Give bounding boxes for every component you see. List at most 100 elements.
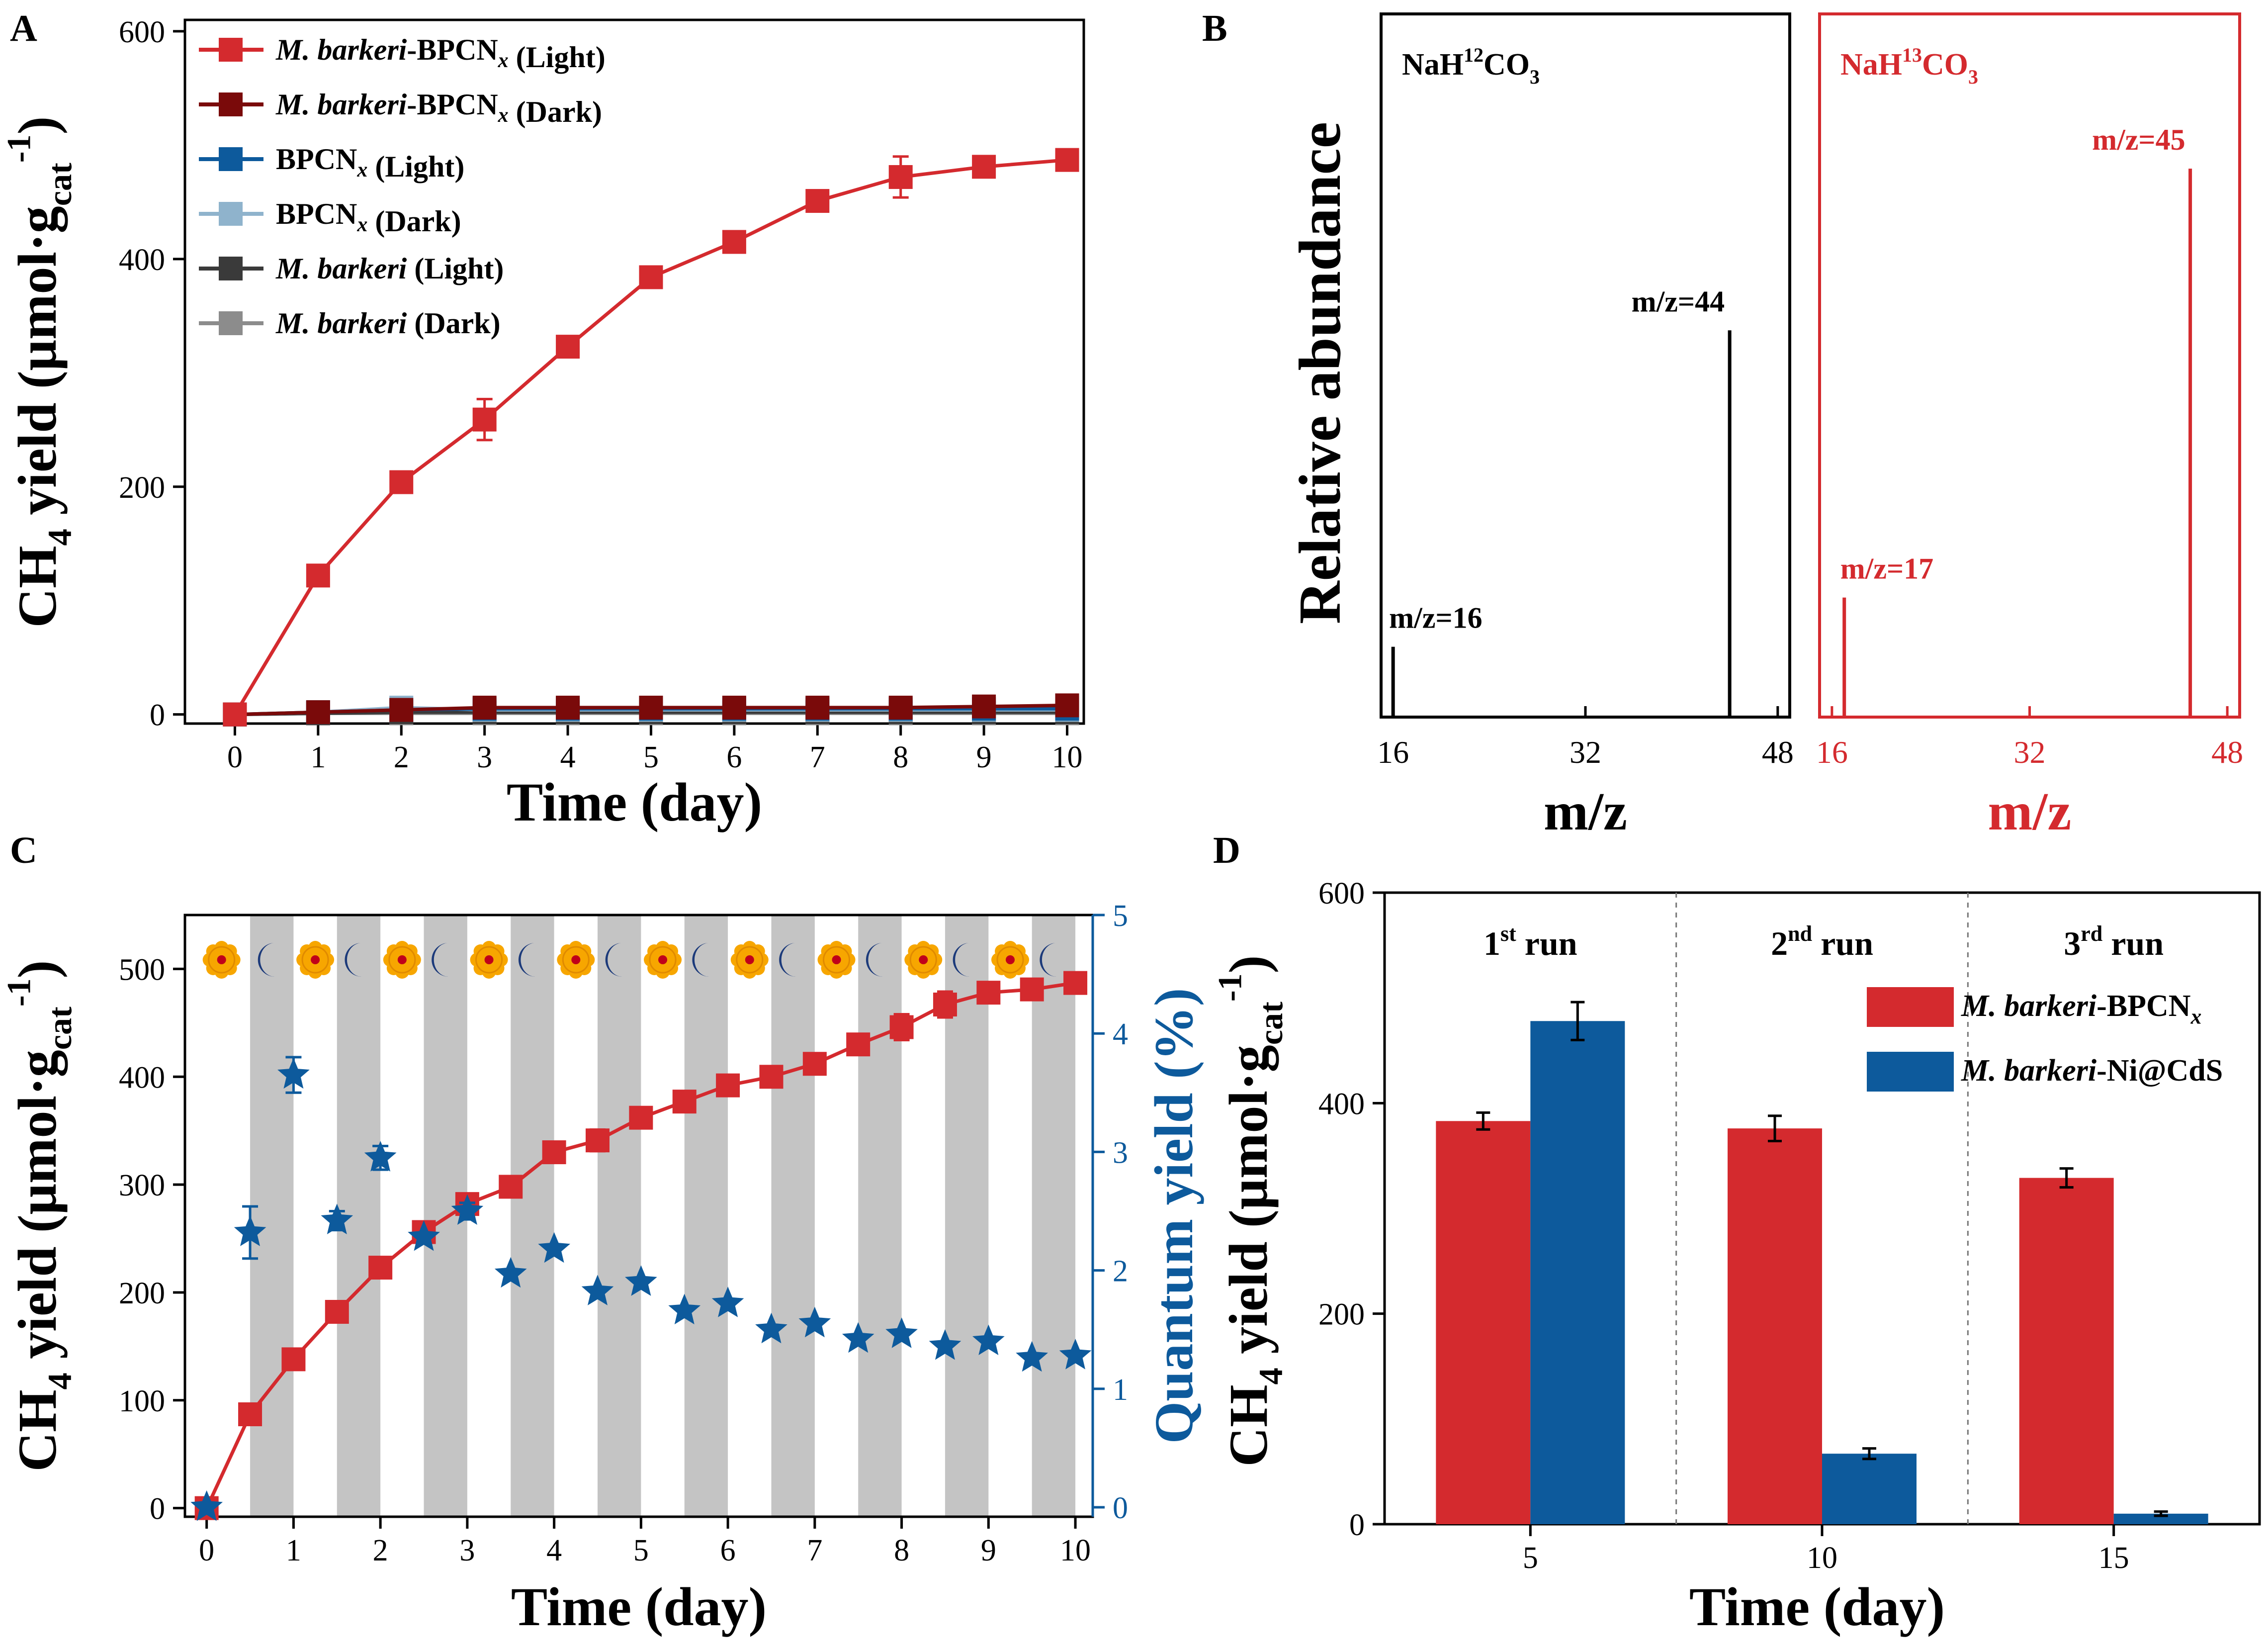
x-tick-label: 1	[286, 1534, 301, 1567]
panel-label-b: B	[1202, 7, 1227, 49]
y-tick-label: 0	[150, 1492, 165, 1526]
x-tick-label: 7	[810, 740, 825, 774]
x-tick-label: 7	[807, 1534, 822, 1567]
x-tick-label: 8	[893, 740, 908, 774]
ylabel-sub: cat	[41, 1007, 79, 1050]
x-tick-label: 10	[1807, 1541, 1837, 1575]
y-tick-label: 500	[119, 953, 165, 987]
legend-text-part: -BPCN	[2096, 989, 2190, 1023]
x-tick-label: 2	[394, 740, 409, 774]
title-part: NaH	[1840, 48, 1902, 82]
bar	[1530, 1021, 1625, 1524]
ch4-point	[759, 1065, 784, 1089]
legend-text-part: M. barkeri	[275, 252, 407, 285]
y2-axis-title: Quantum yield (%)	[1143, 988, 1204, 1444]
legend-text-part: x	[498, 49, 509, 72]
y-tick-label: 0	[1349, 1508, 1365, 1542]
x-axis-title: m/z	[1988, 782, 2072, 841]
data-point	[306, 700, 330, 725]
legend-text-part: -Ni@CdS	[2096, 1054, 2223, 1088]
peak-label: m/z=17	[1840, 552, 1933, 585]
qy-star	[190, 1490, 223, 1521]
ch4-point	[672, 1090, 697, 1114]
run-label-part: run	[1516, 924, 1577, 962]
qy-star	[885, 1317, 918, 1348]
panel-label-d: D	[1213, 829, 1240, 871]
y-tick-label: 400	[1318, 1087, 1365, 1121]
x-tick-label: 3	[477, 740, 492, 774]
ch4-point	[1063, 971, 1088, 995]
qy-star	[798, 1306, 831, 1338]
night-band	[771, 915, 815, 1517]
title-part: NaH	[1402, 48, 1464, 82]
qy-star	[364, 1141, 397, 1172]
x-tick-label: 2	[373, 1534, 388, 1567]
y-tick-label: 600	[119, 15, 165, 49]
data-point	[556, 335, 580, 359]
x-tick-label: 9	[976, 740, 992, 774]
sun-icon	[470, 941, 508, 979]
legend-label: BPCNx (Light)	[276, 143, 464, 183]
x-tick-label: 10	[1052, 740, 1083, 774]
y2-tick-label: 3	[1113, 1136, 1128, 1170]
sun-icon	[383, 941, 421, 979]
x-tick-label: 3	[459, 1534, 475, 1567]
legend-marker	[219, 257, 243, 280]
legend-label: M. barkeri-BPCNx (Light)	[275, 33, 606, 74]
qy-star	[972, 1324, 1005, 1355]
ylabel-part: yield (μmol·g	[7, 206, 68, 529]
qy-star	[711, 1286, 744, 1317]
series-line	[233, 158, 1067, 716]
ylabel-part: )	[1218, 955, 1279, 974]
run-label-part: 3	[2064, 924, 2081, 962]
sun-icon	[202, 941, 241, 979]
legend-text-part: (Dark)	[407, 307, 500, 340]
ch4-point	[542, 1140, 566, 1165]
qy-star	[581, 1275, 614, 1305]
x-axis-title: Time (day)	[507, 772, 762, 832]
y-tick-label: 600	[1318, 877, 1365, 911]
x-tick-label: 4	[560, 740, 576, 774]
run-label-sup: nd	[1788, 921, 1812, 946]
ylabel-part: )	[7, 116, 68, 135]
night-band	[250, 915, 294, 1517]
x-tick-label: 8	[894, 1534, 909, 1567]
ch4-point	[368, 1256, 393, 1280]
data-point	[389, 470, 414, 494]
x-tick-label: 5	[633, 1534, 649, 1567]
ch4-point	[325, 1299, 349, 1324]
ch4-point	[802, 1052, 827, 1076]
ylabel-sup: -1	[0, 134, 37, 163]
sun-core	[745, 955, 754, 964]
data-point	[639, 265, 663, 289]
qy-star	[1059, 1339, 1092, 1370]
x-tick-label: 0	[227, 740, 243, 774]
legend-text-part: (Light)	[407, 252, 504, 285]
data-point	[472, 695, 497, 720]
ylabel-sub: 4	[41, 529, 79, 546]
ch4-point	[238, 1402, 262, 1426]
x-axis-title: Time (day)	[511, 1576, 767, 1637]
legend-label: M. barkeri-BPCNx (Dark)	[275, 88, 602, 128]
legend-text-part: M. barkeri	[275, 33, 407, 66]
bar	[1728, 1128, 1822, 1524]
y-tick-label: 200	[1318, 1298, 1365, 1332]
ch4-point	[716, 1073, 740, 1098]
legend-text-part: x	[2190, 1005, 2202, 1029]
data-point	[972, 155, 996, 179]
y-axis-title: CH4 yield (μmol·gcat-1)	[0, 116, 79, 628]
title-sub: 3	[1530, 66, 1540, 88]
ylabel-sub: 4	[1252, 1368, 1290, 1384]
title-sup: 12	[1464, 44, 1483, 66]
ylabel-part: yield (μmol·g	[7, 1050, 68, 1373]
legend-marker	[219, 202, 243, 226]
ch4-point	[1020, 977, 1044, 1002]
legend-text-part: -BPCN	[407, 33, 498, 66]
x-tick-label: 9	[981, 1534, 996, 1567]
data-point	[472, 407, 497, 432]
ylabel-part: )	[7, 960, 68, 979]
qy-star	[538, 1232, 570, 1263]
sun-core	[1006, 955, 1015, 964]
qy-star	[494, 1257, 527, 1288]
sun-core	[919, 955, 928, 964]
